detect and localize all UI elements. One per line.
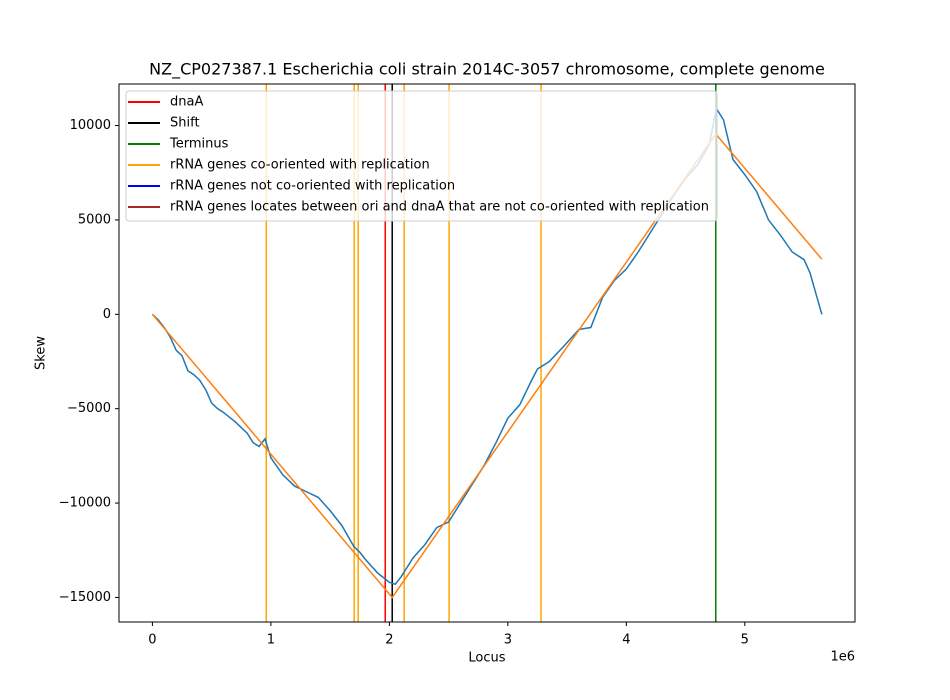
legend-label: Shift xyxy=(170,116,200,131)
x-tick-label: 5 xyxy=(741,633,749,648)
x-tick-label: 0 xyxy=(148,633,156,648)
x-axis-label: Locus xyxy=(468,651,505,666)
y-tick-label: 10000 xyxy=(70,118,111,133)
x-offset-label: 1e6 xyxy=(830,650,855,665)
y-tick-label: 0 xyxy=(103,307,111,322)
legend-label: rRNA genes not co-oriented with replicat… xyxy=(170,179,455,194)
x-tick-label: 1 xyxy=(267,633,275,648)
data-line xyxy=(151,132,823,599)
chart-title: NZ_CP027387.1 Escherichia coli strain 20… xyxy=(149,60,825,80)
legend-box xyxy=(125,90,718,222)
y-tick-label: −5000 xyxy=(67,401,111,416)
x-tick-label: 2 xyxy=(385,633,393,648)
y-axis-label: Skew xyxy=(34,336,49,370)
legend: dnaA Shift Terminus rRNA genes co-oriented … xyxy=(125,90,718,222)
legend-label: dnaA xyxy=(170,95,203,110)
y-tick-label: −10000 xyxy=(59,496,111,511)
y-tick-label: 5000 xyxy=(78,212,111,227)
x-tick-label: 3 xyxy=(504,633,512,648)
y-tick-label: −15000 xyxy=(59,590,111,605)
legend-label: rRNA genes locates between ori and dnaA … xyxy=(170,200,709,215)
x-tick-label: 4 xyxy=(622,633,630,648)
legend-label: rRNA genes co-oriented with replication xyxy=(170,158,430,173)
legend-label: Terminus xyxy=(169,137,229,152)
axes-frame xyxy=(118,83,856,623)
